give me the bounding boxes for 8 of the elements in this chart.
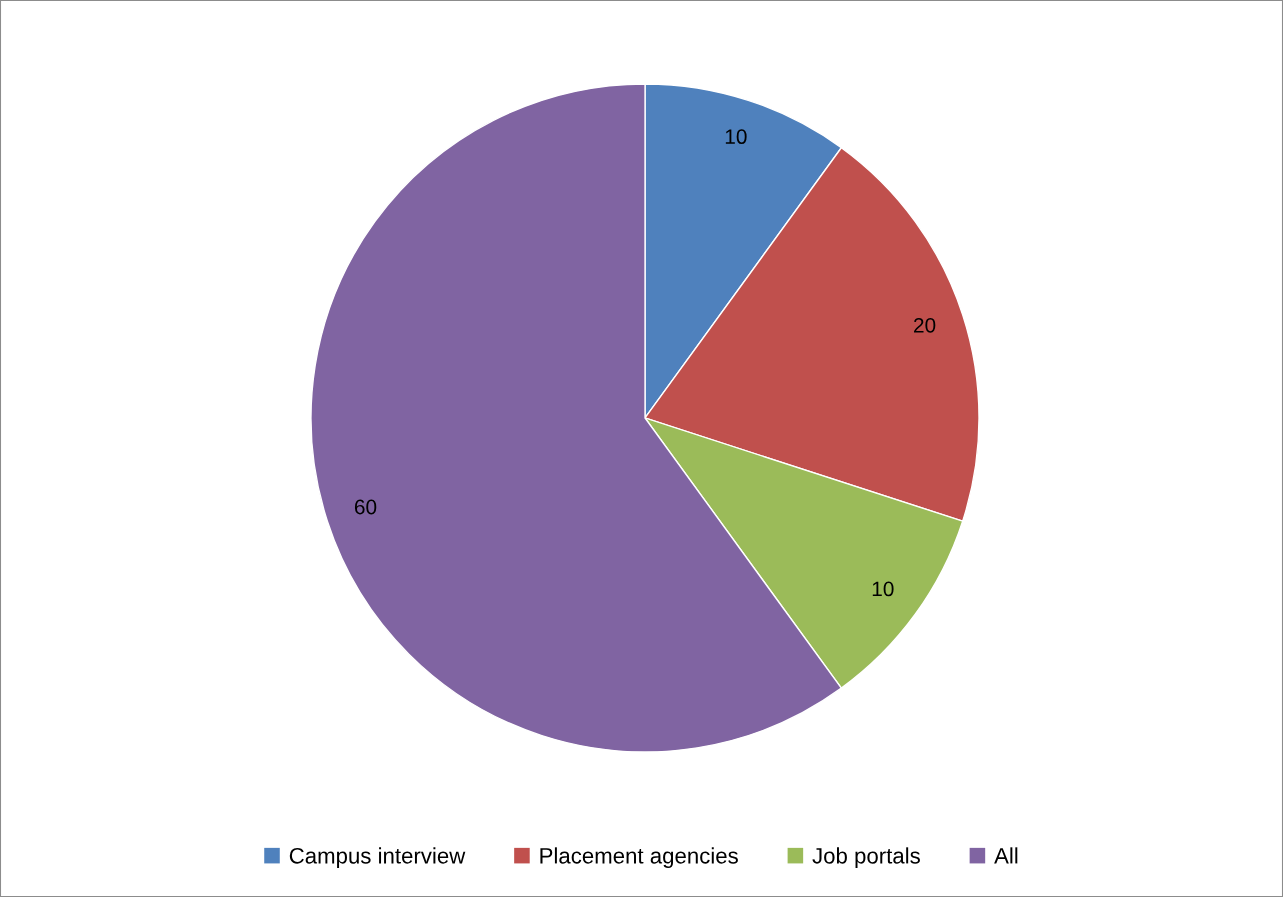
data-label: 60: [354, 499, 377, 515]
data-label: 20: [914, 317, 936, 333]
data-label: 10: [872, 581, 894, 597]
legend-label: Campus interview: [289, 847, 466, 869]
legend-label: All: [994, 847, 1018, 864]
legend-label: Job portals: [812, 847, 920, 869]
legend-label: Placement agencies: [540, 847, 738, 869]
data-label: 10: [725, 129, 747, 145]
